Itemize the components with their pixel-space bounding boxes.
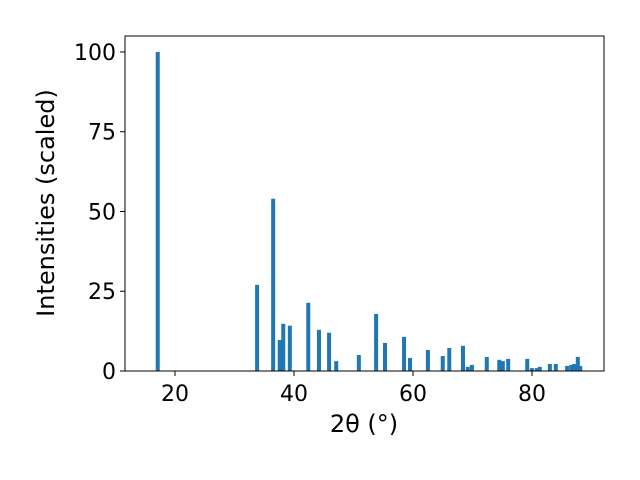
bar — [402, 336, 407, 371]
bar — [356, 355, 361, 371]
y-tick-label: 100 — [74, 41, 116, 66]
bar — [506, 358, 511, 371]
bar — [255, 284, 260, 371]
bar — [316, 329, 321, 371]
y-axis-label: Intensities (scaled) — [32, 89, 60, 317]
bar — [277, 340, 282, 371]
bar — [440, 356, 445, 371]
x-axis-label: 2θ (°) — [330, 410, 398, 438]
bar — [553, 363, 558, 371]
bar — [578, 365, 583, 371]
bar — [537, 366, 542, 371]
bar — [408, 357, 413, 371]
bar — [469, 364, 474, 371]
bar — [547, 363, 552, 371]
bar — [155, 51, 160, 371]
bar — [327, 332, 332, 371]
bar — [572, 363, 577, 371]
y-tick-label: 0 — [102, 360, 116, 385]
bar — [575, 356, 580, 371]
x-tick-label: 60 — [399, 382, 427, 407]
x-tick-label: 20 — [161, 382, 189, 407]
bar — [460, 345, 465, 371]
bar — [425, 349, 430, 371]
bar — [530, 368, 535, 371]
bar — [534, 368, 539, 371]
bar — [281, 323, 286, 371]
bar — [271, 198, 276, 371]
plot-frame — [124, 35, 605, 372]
y-tick-label: 25 — [88, 280, 116, 305]
y-tick-label: 75 — [88, 121, 116, 146]
bar — [447, 348, 452, 371]
bar — [374, 313, 379, 371]
bar — [569, 364, 574, 371]
x-tick-label: 40 — [280, 382, 308, 407]
bar — [500, 361, 505, 371]
y-tick-label: 50 — [88, 200, 116, 225]
bar — [306, 302, 311, 371]
bar — [465, 366, 470, 371]
bar — [497, 359, 502, 371]
bar — [565, 365, 570, 371]
bar — [287, 325, 292, 371]
bar — [484, 356, 489, 371]
bar — [383, 342, 388, 371]
bar — [525, 358, 530, 371]
x-tick-label: 80 — [518, 382, 546, 407]
bar — [334, 361, 339, 371]
